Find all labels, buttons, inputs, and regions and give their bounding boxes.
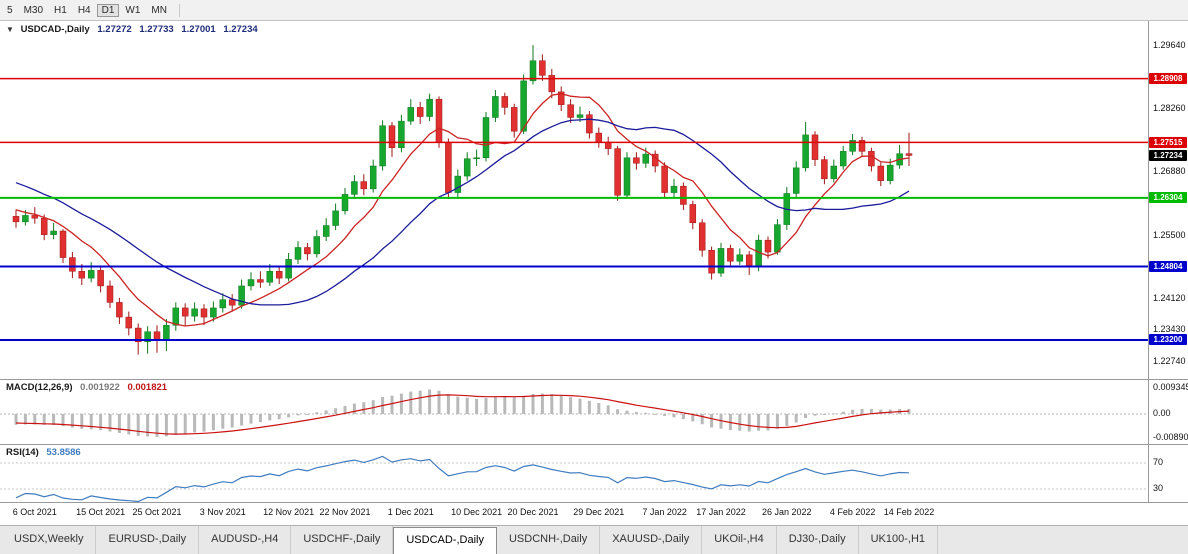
rsi-line: [15, 455, 910, 503]
macd-axis-bottom: -0.008903: [1153, 432, 1188, 442]
rsi-axis-30: 30: [1153, 483, 1164, 493]
date-label: 12 Nov 2021: [263, 507, 315, 517]
date-label: 29 Dec 2021: [573, 507, 625, 517]
date-label: 25 Oct 2021: [132, 507, 182, 517]
macd-signal-value: 0.001821: [127, 382, 168, 393]
time-axis[interactable]: 6 Oct 2021 15 Oct 2021 25 Oct 2021 3 Nov…: [0, 503, 1188, 525]
level-price-badge: 1.24804: [1149, 261, 1187, 273]
legend-high: 1.27733: [139, 24, 174, 35]
date-label: 10 Dec 2021: [451, 507, 503, 517]
chart-legend: ▼ USDCAD-,Daily 1.27272 1.27733 1.27001 …: [6, 24, 258, 35]
candlesticks: [12, 45, 913, 355]
tab-dj30-daily[interactable]: DJ30-,Daily: [777, 526, 859, 554]
price-axis[interactable]: 1.29640 1.28260 1.26880 1.25500 1.24120 …: [1148, 21, 1188, 503]
chart-tabs-bar: USDX,Weekly EURUSD-,Daily AUDUSD-,H4 USD…: [0, 525, 1188, 554]
ma-slow-line: [15, 118, 910, 306]
macd-label: MACD(12,26,9): [6, 382, 73, 393]
tf-w1[interactable]: W1: [125, 4, 141, 16]
date-label: 20 Dec 2021: [507, 507, 559, 517]
tab-eurusd-daily[interactable]: EURUSD-,Daily: [96, 526, 200, 554]
rsi-label: RSI(14): [6, 447, 39, 458]
tab-usdcad-daily[interactable]: USDCAD-,Daily: [393, 527, 497, 554]
ma-fast-line: [15, 92, 910, 327]
level-price-badge: 1.27515: [1149, 136, 1187, 148]
price-axis-label: 1.25500: [1153, 229, 1186, 240]
toolbar-separator: [178, 3, 180, 17]
chart-window[interactable]: ▼ USDCAD-,Daily 1.27272 1.27733 1.27001 …: [0, 21, 1188, 503]
tab-ukoil-h4[interactable]: UKOil-,H4: [702, 526, 777, 554]
tf-m5[interactable]: 5: [7, 4, 13, 16]
legend-low: 1.27001: [181, 24, 216, 35]
tf-h1[interactable]: H1: [54, 4, 67, 16]
tab-usdcnh-daily[interactable]: USDCNH-,Daily: [497, 526, 601, 554]
date-label: 26 Jan 2022: [762, 507, 812, 517]
tab-usdchf-daily[interactable]: USDCHF-,Daily: [291, 526, 394, 554]
tab-audusd-h4[interactable]: AUDUSD-,H4: [199, 526, 292, 554]
date-label: 3 Nov 2021: [199, 507, 246, 517]
macd-histogram: [14, 389, 911, 437]
date-label: 7 Jan 2022: [642, 507, 687, 517]
date-label: 22 Nov 2021: [319, 507, 371, 517]
macd-signal-line: [15, 394, 910, 435]
date-label: 15 Oct 2021: [76, 507, 126, 517]
tab-uk100-h1[interactable]: UK100-,H1: [859, 526, 939, 554]
macd-axis-zero: 0.00: [1153, 408, 1171, 418]
collapse-arrow-icon[interactable]: ▼: [6, 25, 14, 34]
level-price-badge: 1.26304: [1149, 192, 1187, 204]
level-price-badge: 1.28908: [1149, 73, 1187, 85]
date-label: 14 Feb 2022: [883, 507, 935, 517]
horizontal-levels: [0, 77, 1148, 341]
price-axis-label: 1.22740: [1153, 356, 1186, 366]
date-label: 17 Jan 2022: [696, 507, 746, 517]
level-price-badge: 1.23200: [1149, 334, 1187, 346]
date-label: 1 Dec 2021: [387, 507, 434, 517]
tf-mn[interactable]: MN: [151, 4, 167, 16]
tab-xauusd-daily[interactable]: XAUUSD-,Daily: [600, 526, 703, 554]
macd-axis-top: 0.009345: [1153, 382, 1188, 392]
bid-price-badge: 1.27234: [1149, 149, 1187, 161]
price-axis-label: 1.28260: [1153, 103, 1186, 114]
tf-m30[interactable]: M30: [23, 4, 44, 16]
rsi-axis-70: 70: [1153, 457, 1164, 467]
price-axis-label: 1.23430: [1153, 324, 1186, 335]
macd-legend: MACD(12,26,9) 0.001922 0.001821: [6, 382, 167, 393]
macd-main-value: 0.001922: [80, 382, 120, 393]
legend-symbol: USDCAD-,Daily: [20, 24, 90, 35]
price-axis-label: 1.29640: [1153, 40, 1186, 51]
tab-usdx-weekly[interactable]: USDX,Weekly: [2, 526, 97, 554]
tf-d1[interactable]: D1: [96, 3, 120, 17]
date-label: 4 Feb 2022: [829, 507, 876, 517]
price-axis-label: 1.26880: [1153, 166, 1186, 177]
chart-canvas[interactable]: [0, 21, 1188, 503]
legend-open: 1.27272: [97, 24, 132, 35]
date-label: 6 Oct 2021: [12, 507, 57, 517]
tf-h4[interactable]: H4: [77, 4, 91, 16]
rsi-value: 53.8586: [46, 447, 81, 458]
legend-close: 1.27234: [223, 24, 258, 35]
price-axis-label: 1.24120: [1153, 292, 1186, 303]
panel-separators: [0, 21, 1188, 503]
timeframe-toolbar: 5 M30 H1 H4 D1 W1 MN: [0, 0, 1188, 21]
rsi-legend: RSI(14) 53.8586: [6, 447, 81, 458]
